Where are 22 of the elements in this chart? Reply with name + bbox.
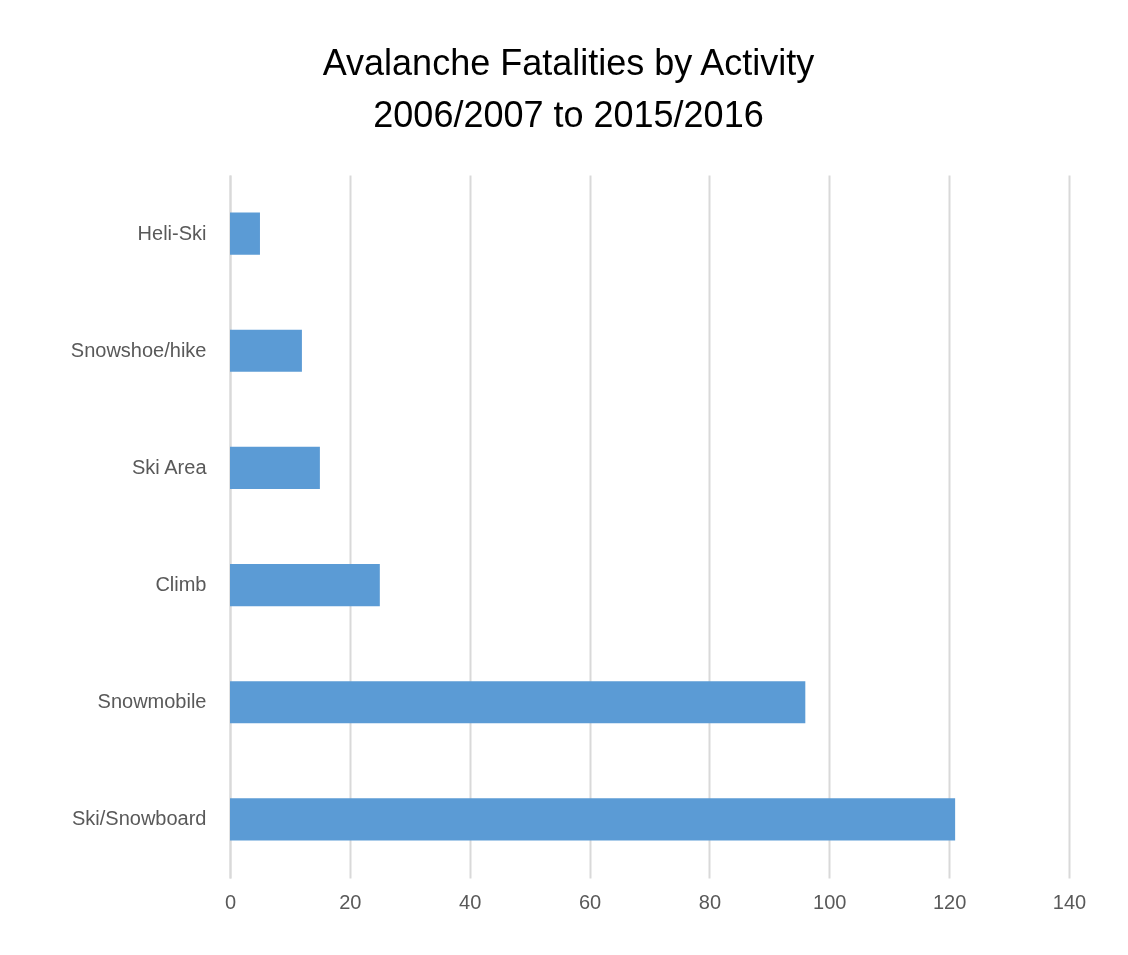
y-tick-label: Snowmobile bbox=[97, 690, 207, 713]
chart-title: Avalanche Fatalities by Activity bbox=[322, 42, 815, 83]
y-tick-label: Ski/Snowboard bbox=[71, 807, 207, 830]
x-tick-label: 100 bbox=[813, 890, 847, 913]
y-tick-label: Climb bbox=[155, 573, 207, 596]
x-tick-label: 40 bbox=[459, 890, 482, 913]
y-tick-label: Heli-Ski bbox=[137, 221, 207, 244]
bar bbox=[230, 681, 806, 724]
bar bbox=[230, 212, 260, 255]
x-tick-label: 80 bbox=[698, 890, 722, 913]
bar bbox=[230, 798, 956, 841]
bar bbox=[230, 329, 302, 372]
bar bbox=[230, 563, 380, 607]
x-tick-label: 0 bbox=[224, 890, 237, 913]
bar bbox=[230, 446, 320, 490]
x-tick-label: 20 bbox=[339, 890, 362, 913]
y-tick-label: Snowshoe/hike bbox=[70, 338, 207, 361]
chart-subtitle: 2006/2007 to 2015/2016 bbox=[373, 94, 764, 135]
x-tick-label: 120 bbox=[932, 890, 967, 913]
y-tick-label: Ski Area bbox=[132, 455, 208, 478]
x-tick-label: 140 bbox=[1052, 890, 1087, 913]
x-tick-label: 60 bbox=[578, 890, 602, 913]
